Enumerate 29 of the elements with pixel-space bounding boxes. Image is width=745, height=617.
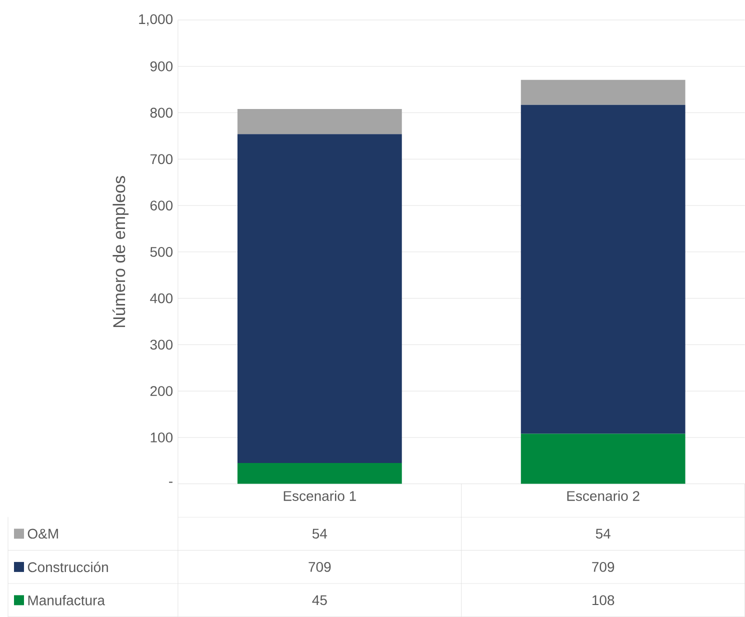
data-label: 54 — [596, 528, 610, 539]
y-tick-label: 600 — [150, 200, 173, 210]
y-tick-label: - — [169, 482, 172, 483]
y-tick-label: 100 — [150, 432, 173, 442]
y-tick-label: 900 — [150, 61, 173, 72]
data-label: 108 — [592, 595, 614, 606]
bar — [237, 134, 402, 463]
data-label: 45 — [312, 595, 327, 606]
y-tick-label: 500 — [150, 246, 173, 257]
x-tick-label: Escenario 2 — [567, 490, 640, 501]
x-tick-label: Escenario 1 — [284, 490, 356, 501]
bar — [237, 109, 402, 134]
legend-label: Construcción — [28, 562, 108, 572]
y-tick-label: 200 — [150, 386, 173, 396]
bar — [237, 462, 402, 484]
data-label: 709 — [308, 562, 331, 572]
data-label: 709 — [592, 562, 614, 572]
y-tick-label: 300 — [150, 340, 173, 350]
data-label: 54 — [312, 528, 328, 539]
legend-label: Manufactura — [28, 595, 105, 606]
y-tick-label: 800 — [150, 108, 173, 118]
y-axis-title: Número de empleos — [112, 176, 129, 328]
bar — [520, 434, 686, 484]
legend-label: O&M — [28, 528, 58, 539]
y-tick-label: 700 — [150, 154, 173, 164]
bar — [520, 80, 686, 105]
y-tick-label: 400 — [150, 293, 173, 304]
y-tick-label: 1,000 — [139, 14, 173, 26]
bar — [520, 104, 686, 434]
